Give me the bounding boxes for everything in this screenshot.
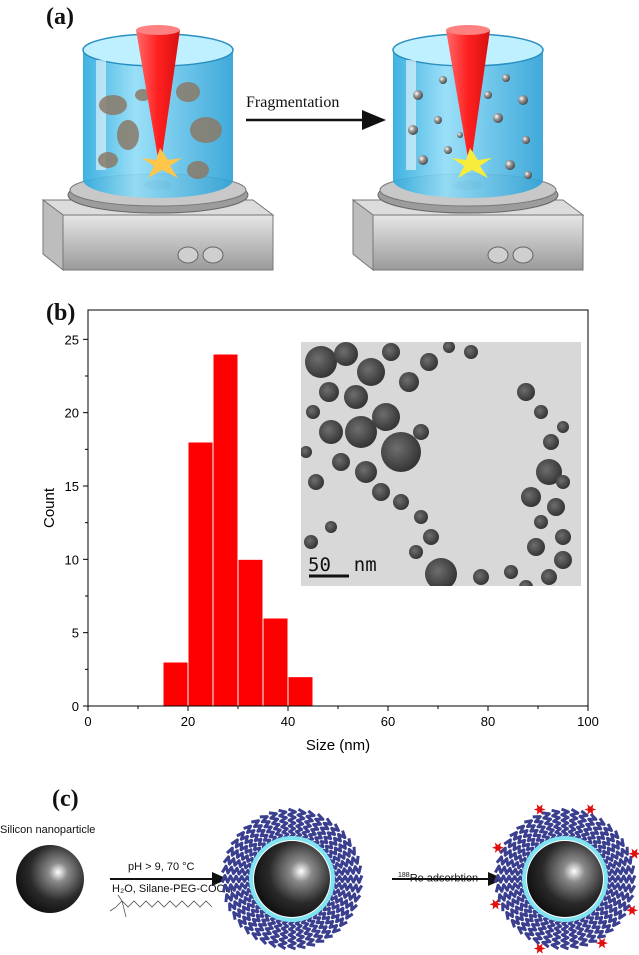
tem-inset-image: [301, 342, 581, 586]
x-axis-label: Size (nm): [306, 737, 370, 754]
ablation-spark: [142, 148, 182, 178]
laser-beam: [136, 30, 180, 170]
left-beaker-setup: [42, 25, 274, 271]
re-188-star-icon: [584, 804, 597, 815]
scale-bar-label: 50 nm: [308, 554, 377, 576]
y-axis-label: Count: [41, 487, 58, 528]
re-188-star-icon: [489, 899, 502, 910]
panel-c-label: (c): [52, 786, 79, 812]
step1-condition: pH > 9, 70 °C: [128, 861, 195, 873]
right-beaker-setup: [352, 25, 584, 271]
re-labeled-particle: [489, 804, 639, 954]
step1-reagents: H₂O, Silane-PEG-COOH: [112, 883, 234, 895]
panel-c-scheme: [16, 804, 639, 954]
panel-a-illustration: [42, 25, 584, 271]
y-tick-label: 25: [65, 332, 79, 347]
y-tick-label: 5: [72, 626, 79, 641]
x-tick-label: 40: [281, 714, 295, 729]
isotope-mass-number: 188: [398, 872, 410, 879]
histogram-bar: [262, 617, 289, 707]
re-188-star-icon: [596, 937, 608, 949]
x-tick-label: 60: [381, 714, 395, 729]
y-tick-label: 20: [65, 406, 79, 421]
silicon-core-bare: [16, 845, 84, 913]
y-tick-label: 15: [65, 479, 79, 494]
histogram-bar: [237, 558, 264, 707]
histogram-bar: [212, 353, 239, 707]
histogram-bar: [162, 661, 189, 707]
re-188-star-icon: [533, 804, 546, 815]
panel-b-label: (b): [46, 300, 76, 326]
x-tick-label: 20: [181, 714, 195, 729]
re-188-star-icon: [533, 943, 546, 954]
panel-a-label: (a): [46, 4, 74, 30]
histogram-bar: [187, 441, 214, 707]
re-188-star-icon: [628, 848, 639, 859]
y-tick-label: 0: [72, 699, 79, 714]
re-188-star-icon: [626, 905, 639, 916]
x-tick-label: 0: [84, 714, 91, 729]
histogram-bar: [287, 676, 314, 707]
peg-coated-particle: [220, 807, 364, 951]
silicon-nanoparticle-label: Silicon nanoparticle: [0, 824, 96, 836]
x-tick-label: 80: [481, 714, 495, 729]
re-188-star-icon: [491, 842, 504, 853]
x-tick-label: 100: [577, 714, 599, 729]
nanoparticles: [408, 74, 532, 179]
y-tick-label: 10: [65, 552, 79, 567]
silane-peg-structure: [109, 894, 213, 918]
fragmentation-label: Fragmentation: [246, 94, 340, 111]
size-histogram: 0 20 40 60 80 100 0 5 10 15 20 25 Size (nm) Count: [41, 309, 599, 754]
